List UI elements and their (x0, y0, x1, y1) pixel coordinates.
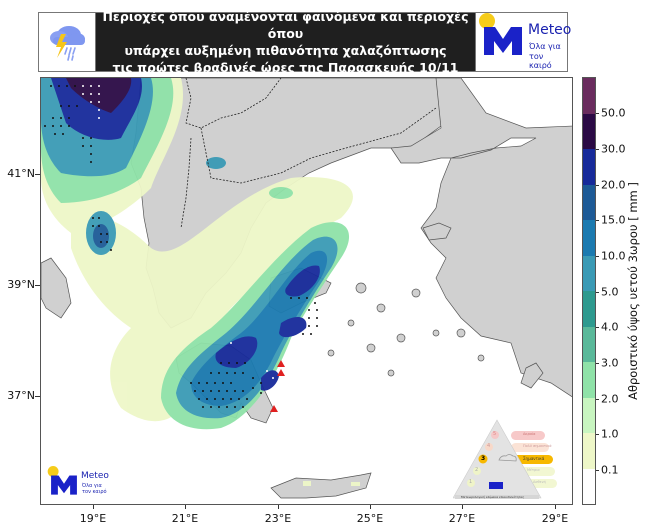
colorbar-segment (583, 397, 595, 433)
pyramid-label-extreme: Ακραία (523, 432, 536, 436)
map-watermark-logo: Meteo Όλα για τον καιρό (47, 466, 127, 498)
lon-tick-19: 19°E (79, 512, 107, 525)
colorbar-segment (583, 220, 595, 256)
lon-tick-23: 23°E (264, 512, 292, 525)
title-line-3: τις πρώτες βραδινές ώρες της Παρασκευής … (112, 60, 459, 75)
pyramid-label-significant: Σημαντικά (523, 456, 545, 461)
pyramid-label-moderate: Μέτρια (527, 468, 540, 472)
lat-tick-37: 37°N (7, 389, 35, 402)
risk-pyramid-inset: 5 4 3 2 1 Ακραία Πολύ σημαντικά Σημαντικ… (453, 418, 572, 503)
lat-tick-39: 39°N (7, 278, 35, 291)
logo-tagline-1: Όλα για (529, 42, 561, 51)
precipitation-overlay (41, 78, 360, 486)
colorbar-segment (583, 184, 595, 220)
lon-tick-21: 21°E (171, 512, 199, 525)
colorbar-label-50: 50.0 (601, 106, 626, 120)
colorbar-segment (583, 149, 595, 185)
colorbar-tick (596, 363, 599, 364)
header-banner: Περιοχές όπου αναμένονται φαινόμενα και … (38, 9, 571, 75)
lat-tick-mark (35, 174, 40, 175)
pyramid-level-1: 1 (469, 479, 473, 485)
colorbar-label-15: 15.0 (601, 213, 626, 227)
colorbar-tick (596, 434, 599, 435)
colorbar-label-30: 30.0 (601, 142, 626, 156)
pyramid-label-weak: Ασθενή (533, 480, 546, 484)
pyramid-level-4: 4 (487, 443, 491, 449)
page-title: Περιοχές όπου αναμένονται φαινόμενα και … (96, 9, 475, 75)
lon-tick-mark (370, 505, 371, 509)
colorbar-label-0-1: 0.1 (601, 463, 619, 477)
colorbar-tick (596, 185, 599, 186)
thunderstorm-cloud-icon (50, 26, 85, 61)
lon-tick-29: 29°E (541, 512, 569, 525)
lat-tick-mark (35, 285, 40, 286)
colorbar-tick (596, 113, 599, 114)
colorbar-tick (596, 327, 599, 328)
colorbar-segment (583, 113, 595, 149)
colorbar-tick (596, 399, 599, 400)
title-line-2: υπάρχει αυξημένη πιθανότητα χαλαζόπτωσης (124, 43, 447, 58)
lat-tick-mark (35, 396, 40, 397)
colorbar-label-2: 2.0 (601, 392, 619, 406)
colorbar-label-1: 1.0 (601, 427, 619, 441)
meteo-logo: Meteo Όλα για τον καιρό (475, 13, 571, 71)
meteo-m-icon (479, 13, 522, 55)
watermark-brand: Meteo (81, 471, 109, 481)
lon-tick-mark (555, 505, 556, 509)
hail-probability-dots (44, 85, 318, 408)
colorbar-tick (596, 149, 599, 150)
colorbar-tick (596, 470, 599, 471)
colorbar-title: Αθροιστικό ύψος υετού 3ωρου [ mm ] (626, 182, 640, 400)
watermark-tagline-2: τον καιρό (82, 489, 107, 495)
risk-pyramid-graphic (453, 419, 557, 499)
logo-tagline-2: τον καιρό (529, 52, 552, 70)
logo-brand: Meteo (528, 22, 572, 38)
colorbar-label-10: 10.0 (601, 249, 626, 263)
colorbar-segment (583, 291, 595, 327)
map-canvas (41, 78, 572, 499)
lon-tick-25: 25°E (356, 512, 384, 525)
lon-tick-27: 27°E (448, 512, 476, 525)
lon-tick-mark (462, 505, 463, 509)
pyramid-label-very-significant: Πολύ σημαντικά (523, 444, 552, 448)
colorbar-segment (583, 433, 595, 469)
country-borders (180, 78, 437, 229)
lat-tick-41: 41°N (7, 167, 35, 180)
meteo-m-icon (47, 466, 77, 495)
pyramid-level-3: 3 (481, 455, 486, 462)
colorbar-segment (583, 468, 595, 504)
watermark-tagline-1: Όλα για (82, 483, 102, 489)
title-line-1: Περιοχές όπου αναμένονται φαινόμενα και … (102, 9, 469, 41)
colorbar-segment (583, 255, 595, 291)
colorbar-label-3: 3.0 (601, 356, 619, 370)
hail-high-probability-dots (82, 85, 274, 379)
header-icon-box (39, 13, 96, 71)
hail-markers (270, 360, 285, 412)
colorbar-segment (583, 326, 595, 362)
colorbar-segment (583, 78, 595, 114)
precipitation-map[interactable]: Meteo Όλα για τον καιρό 5 4 3 2 1 Ακραία… (40, 77, 573, 505)
lon-tick-mark (278, 505, 279, 509)
lon-tick-mark (185, 505, 186, 509)
colorbar-tick (596, 256, 599, 257)
precipitation-colorbar (582, 77, 596, 505)
colorbar-segment (583, 362, 595, 398)
colorbar-tick (596, 292, 599, 293)
pyramid-level-5: 5 (493, 431, 497, 437)
colorbar-label-5: 5.0 (601, 285, 619, 299)
colorbar-label-20: 20.0 (601, 178, 626, 192)
pyramid-footer: Μετεωρολογική κλίμακα επικινδυνότητας (461, 495, 525, 499)
colorbar-tick (596, 220, 599, 221)
pyramid-level-2: 2 (475, 467, 479, 473)
lon-tick-mark (93, 505, 94, 509)
colorbar-label-4: 4.0 (601, 320, 619, 334)
